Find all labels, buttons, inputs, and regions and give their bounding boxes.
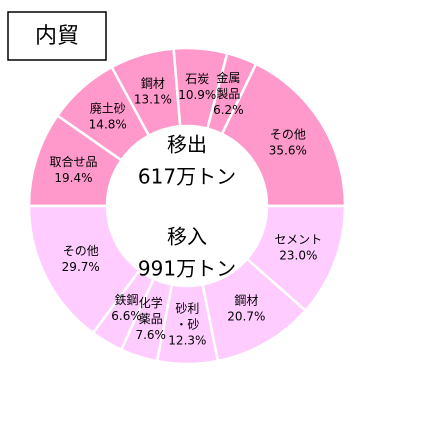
data-label: 10.9% — [178, 88, 216, 102]
data-label: 35.6% — [269, 143, 307, 157]
total-label: 617万トン — [138, 165, 236, 189]
data-label: 29.7% — [62, 260, 100, 274]
data-label: 6.6% — [111, 309, 142, 323]
category-label: 廃土砂 — [90, 101, 126, 116]
category-label: 鋼材 — [234, 294, 258, 308]
chart-title: 内貿 — [35, 24, 79, 49]
data-label: 13.1% — [134, 92, 172, 106]
center-label: 移出 — [167, 133, 207, 157]
data-label: 6.2% — [213, 103, 244, 117]
category-label: その他 — [63, 244, 99, 258]
category-label: ・砂 — [175, 317, 199, 331]
category-label: 鉄鋼 — [115, 292, 139, 307]
data-label: 19.4% — [54, 171, 92, 185]
category-label: 取合せ品 — [49, 154, 97, 169]
category-label: 砂利 — [175, 301, 199, 315]
category-label: 製品 — [216, 87, 240, 101]
title-box — [7, 11, 107, 61]
data-label: 12.3% — [168, 333, 206, 347]
category-label: セメント — [274, 233, 322, 247]
total-label: 991万トン — [138, 257, 236, 281]
category-label: 化学 — [139, 295, 163, 310]
category-label: 石炭 — [185, 72, 209, 86]
data-label: 7.6% — [135, 328, 166, 342]
data-label: 23.0% — [279, 249, 317, 263]
category-label: その他 — [270, 127, 306, 141]
category-label: 薬品 — [139, 312, 163, 326]
category-label: 鋼材 — [141, 76, 165, 90]
center-label: 移入 — [167, 225, 207, 249]
data-label: 20.7% — [227, 310, 265, 324]
data-label: 14.8% — [89, 118, 127, 132]
wedge — [27, 204, 142, 335]
category-label: 金属 — [216, 70, 240, 85]
